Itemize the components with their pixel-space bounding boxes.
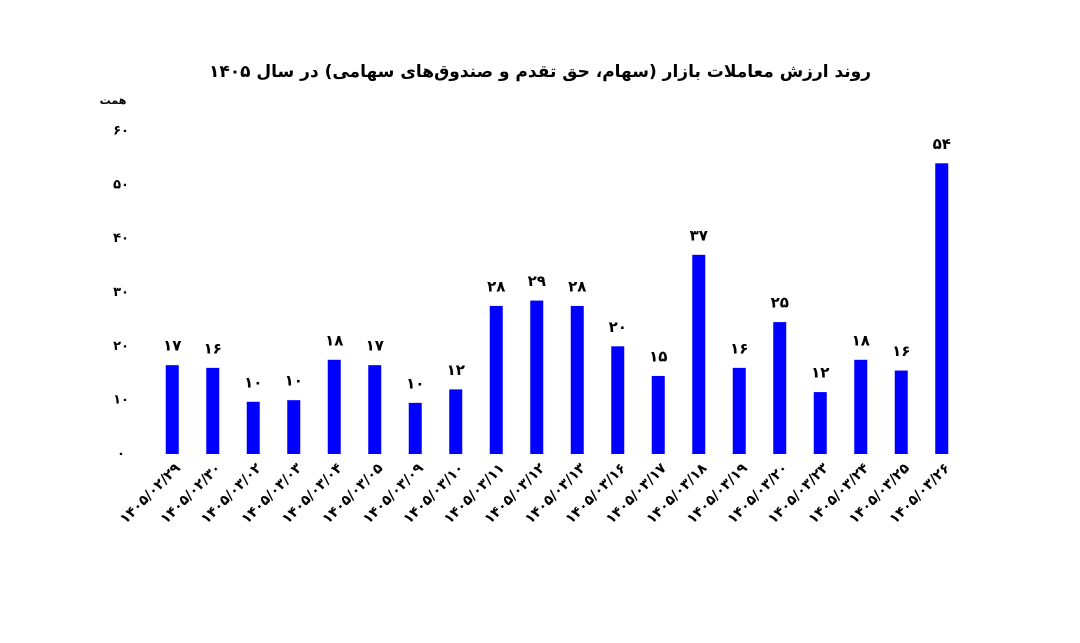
data-label: ۱۷: [163, 337, 181, 355]
data-label: ۱۶: [204, 339, 222, 357]
bar: [287, 400, 301, 454]
bar: [246, 401, 260, 454]
data-label: ۱۶: [892, 342, 910, 360]
data-label: ۱۰: [285, 372, 303, 390]
bar: [611, 346, 625, 454]
data-label: ۱۸: [325, 331, 343, 349]
y-tick-label: ۵۰: [113, 177, 129, 192]
y-tick-label: ۴۰: [113, 231, 129, 246]
bar: [773, 322, 787, 454]
bar: [854, 359, 868, 454]
y-axis-unit: همت: [100, 94, 127, 107]
data-label: ۱۸: [852, 331, 870, 349]
bar: [894, 370, 908, 454]
data-label: ۲۸: [487, 277, 505, 295]
data-label: ۱۲: [447, 361, 465, 379]
data-label: ۱۷: [366, 337, 384, 355]
data-label: ۲۰: [609, 318, 627, 336]
data-label: ۲۸: [568, 277, 586, 295]
data-label: ۱۶: [730, 339, 748, 357]
data-label: ۱۰: [406, 374, 424, 392]
bar: [570, 305, 584, 454]
bar: [732, 367, 746, 454]
data-label: ۳۷: [690, 226, 708, 244]
data-label: ۲۵: [771, 294, 789, 312]
bar: [935, 163, 949, 455]
bar: [327, 359, 341, 454]
y-tick-label: ۰: [117, 447, 125, 462]
bar: [651, 375, 665, 454]
y-tick-label: ۶۰: [113, 124, 129, 139]
y-tick-label: ۲۰: [113, 339, 129, 354]
data-label: ۱۵: [649, 347, 667, 365]
bar: [449, 389, 463, 454]
bar: [408, 402, 422, 454]
bar: [206, 367, 220, 454]
bar: [368, 365, 382, 454]
bar: [813, 392, 827, 454]
data-label: ۱۲: [811, 364, 829, 382]
y-tick-label: ۳۰: [113, 285, 129, 300]
chart-title: روند ارزش معاملات بازار (سهام، حق تقدم و…: [209, 62, 871, 82]
data-label: ۲۹: [528, 272, 546, 290]
bar: [489, 305, 503, 454]
bar: [692, 254, 706, 454]
data-label: ۵۴: [933, 135, 951, 153]
bar: [165, 365, 179, 454]
bar: [530, 300, 544, 454]
data-label: ۱۰: [244, 373, 262, 391]
y-tick-label: ۱۰: [113, 393, 129, 408]
